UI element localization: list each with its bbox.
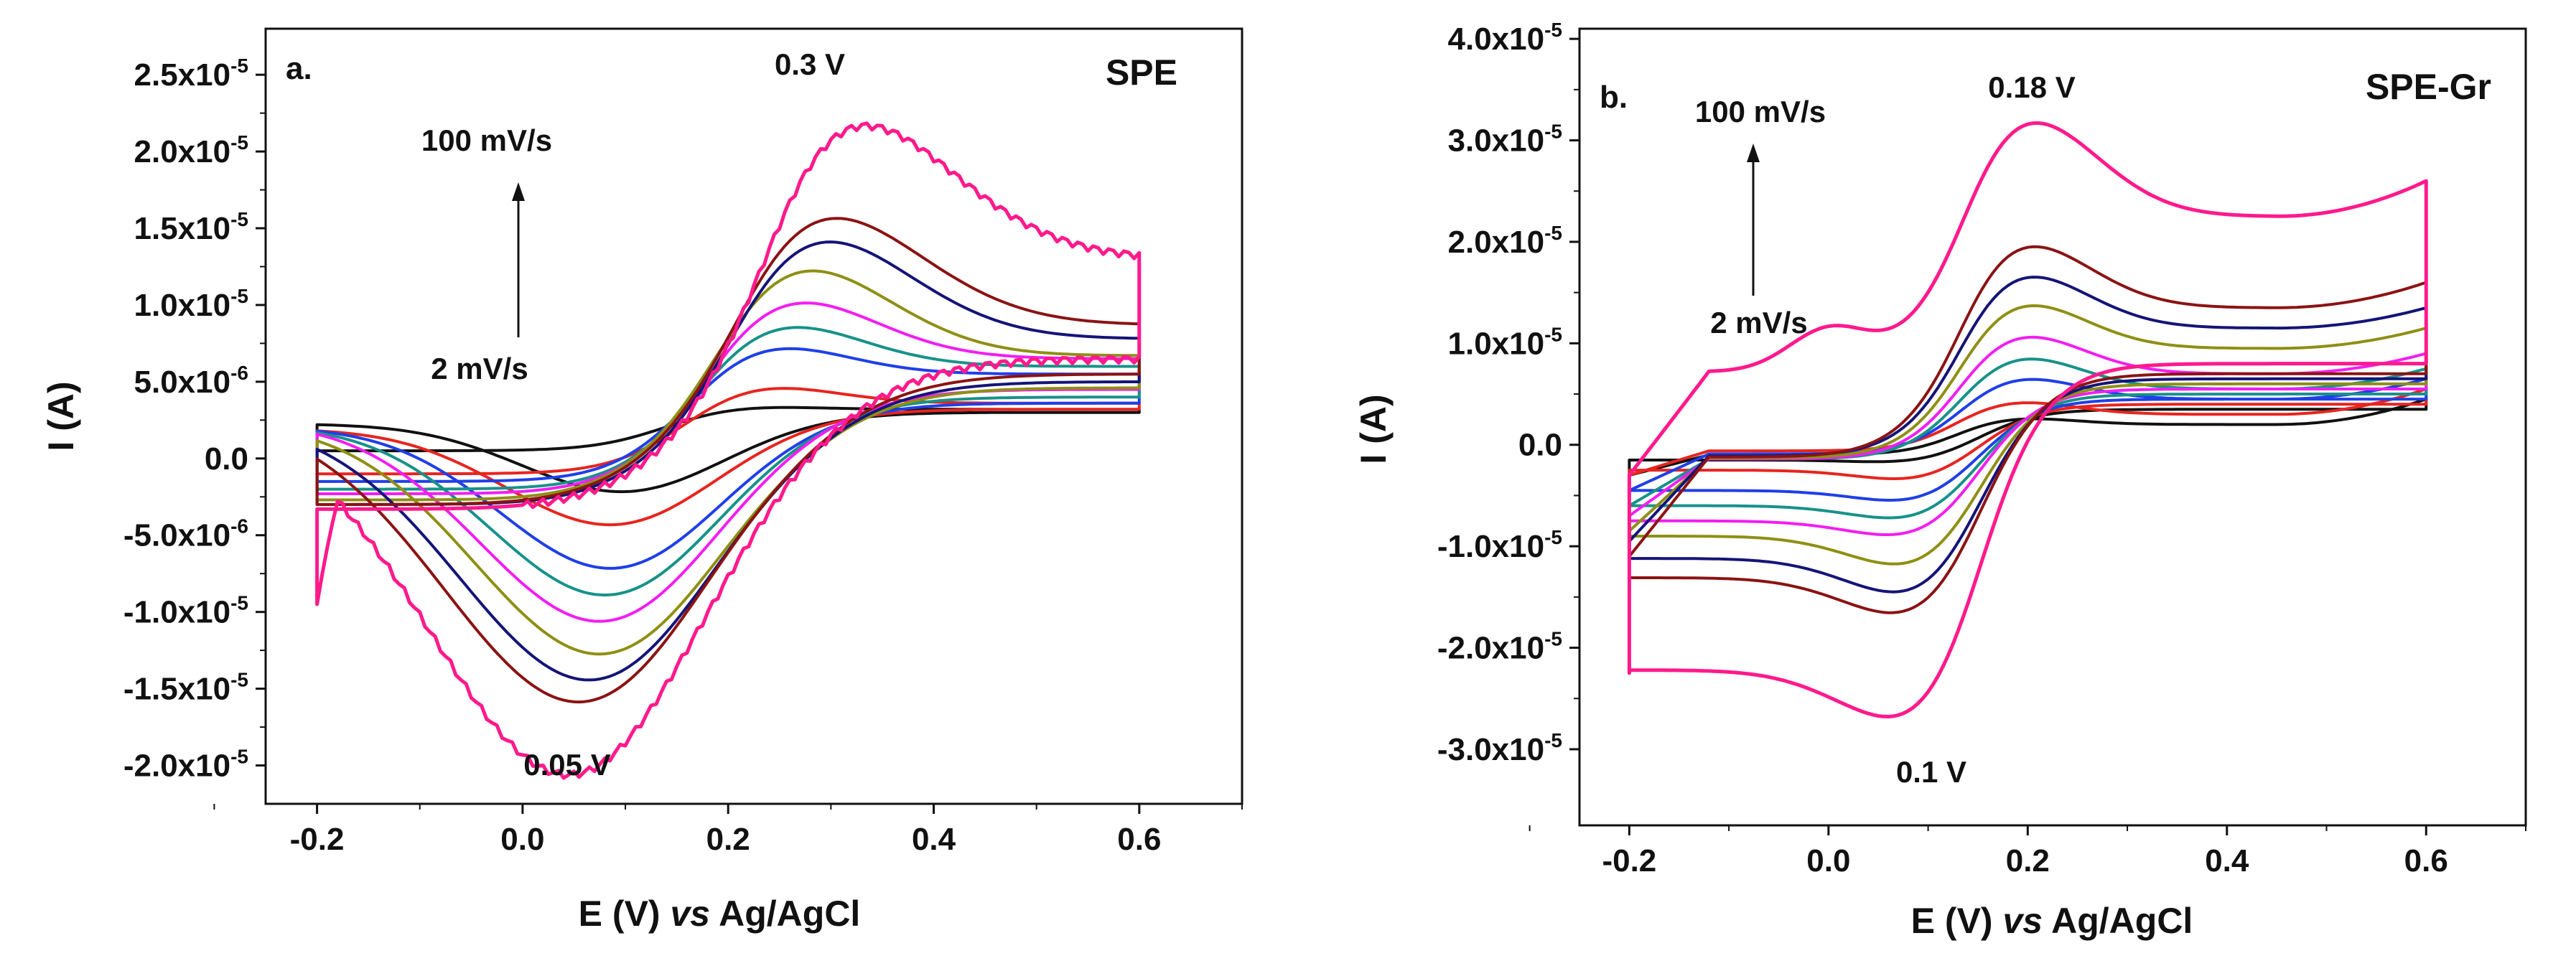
panel-a-annotation-peak-cathodic: 0.05 V [523, 748, 610, 782]
x-tick-label: 0.0 [1806, 843, 1850, 878]
cv-curve-6 [1628, 276, 2428, 594]
cv-curve-5 [315, 269, 1141, 656]
y-tick-label: 0.0 [1518, 428, 1562, 463]
x-tick-label: 0.0 [500, 822, 544, 857]
panel-a-annotation-rate-low: 2 mV/s [431, 352, 528, 385]
panel-b-annotation-peak-anodic: 0.18 V [1988, 70, 2075, 104]
panel-b-plot-frame [1578, 27, 2527, 827]
x-tick-label: -0.2 [1602, 843, 1656, 878]
cv-curve-6 [315, 240, 1141, 682]
cv-curve-5 [1628, 304, 2428, 566]
panel-b-curves [1627, 121, 2428, 718]
cv-curve-1 [315, 387, 1141, 527]
y-tick-label: 3.0x10-5 [1448, 121, 1562, 159]
cv-curve-8 [1627, 121, 2428, 718]
cv-curve-8 [315, 121, 1142, 780]
panel-b-label: b. [1600, 80, 1628, 115]
panel-b-arrow-head-icon [1747, 144, 1760, 162]
y-tick-label: -1.0x10-5 [123, 592, 248, 630]
y-tick-label: -2.0x10-5 [123, 746, 248, 784]
y-tick-label: 5.0x10-6 [134, 362, 248, 400]
cv-curve-2 [315, 347, 1141, 570]
panel-a-y-axis-title: I (A) [41, 381, 81, 451]
x-tick-label: 0.4 [2205, 843, 2249, 878]
panel-a-title: SPE [1106, 52, 1177, 93]
panel-a-y-ticks: -2.0x10-5 -1.5x10-5 -1.0x10-5 -5.0x10-6 0.0 5… [123, 55, 266, 784]
panel-b-annotation-rate-low: 2 mV/s [1710, 306, 1807, 339]
panel-b-annotation-rate-high: 100 mV/s [1695, 95, 1826, 128]
x-tick-label: 0.4 [912, 822, 956, 857]
y-tick-label: -2.0x10-5 [1437, 628, 1562, 666]
x-tick-label: 0.2 [706, 822, 750, 857]
y-tick-label: 1.5x10-5 [134, 208, 248, 246]
cv-curve-3 [315, 326, 1141, 597]
x-tick-label: 0.6 [2404, 843, 2448, 878]
panel-b-annotation-peak-cathodic: 0.1 V [1896, 755, 1966, 789]
panel-a-annotation-peak-anodic: 0.3 V [775, 47, 845, 81]
x-tick-label: 0.6 [1117, 822, 1161, 857]
cv-curve-0 [1628, 398, 2428, 477]
x-tick-label: -0.2 [290, 822, 345, 857]
y-tick-label: 1.0x10-5 [1448, 323, 1562, 361]
y-tick-label: 2.5x10-5 [134, 55, 248, 93]
panel-a-x-ticks: -0.2 0.0 0.2 0.4 0.6 [213, 804, 1243, 857]
panel-b-y-axis-title: I (A) [1353, 394, 1394, 464]
panel-a-curves [315, 121, 1142, 780]
panel-b-x-ticks: -0.2 0.0 0.2 0.4 0.6 [1529, 825, 2526, 878]
y-tick-label: -1.0x10-5 [1437, 526, 1562, 564]
panel-a-annotation-rate-high: 100 mV/s [421, 123, 552, 157]
cv-curve-4 [1628, 335, 2428, 536]
panel-a-arrow-head-icon [512, 182, 525, 201]
y-tick-label: 4.0x10-5 [1448, 19, 1562, 57]
cv-curve-7 [315, 217, 1141, 704]
panel-a-label: a. [286, 51, 312, 86]
y-tick-label: 2.0x10-5 [1448, 222, 1562, 260]
y-tick-label: -5.0x10-6 [123, 515, 248, 553]
panel-a-x-axis-title: E (V) vs Ag/AgCl [579, 894, 861, 934]
cv-curve-7 [1628, 245, 2428, 614]
panel-b-x-axis-title: E (V) vs Ag/AgCl [1911, 901, 2193, 941]
panel-b: -3.0x10-5 -2.0x10-5 -1.0x10-5 0.0 1.0x10-5 2.… [1353, 19, 2527, 941]
cv-curve-4 [315, 301, 1141, 623]
panel-a-plot-frame [264, 27, 1243, 805]
x-tick-label: 0.2 [2006, 843, 2050, 878]
panel-b-title: SPE-Gr [2366, 67, 2491, 107]
y-tick-label: 2.0x10-5 [134, 131, 248, 169]
panel-a: -2.0x10-5-1.5x10-5-1.0x10-5-5.0x10-60.05… [41, 27, 1243, 934]
y-tick-label: 0.0 [205, 441, 248, 477]
y-tick-label: -3.0x10-5 [1437, 729, 1562, 767]
y-tick-label: 1.0x10-5 [134, 285, 248, 323]
panel-b-y-ticks: -3.0x10-5 -2.0x10-5 -1.0x10-5 0.0 1.0x10-5 2.… [1437, 19, 1579, 767]
y-tick-label: -1.5x10-5 [123, 669, 248, 707]
